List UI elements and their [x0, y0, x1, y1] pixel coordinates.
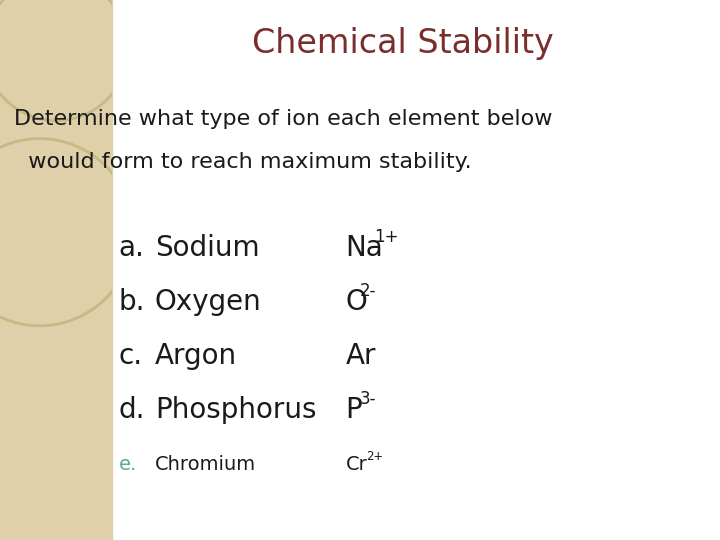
- Text: Cr: Cr: [346, 455, 367, 474]
- Text: Ar: Ar: [346, 342, 376, 370]
- Text: a.: a.: [119, 234, 145, 262]
- Text: 3-: 3-: [360, 390, 377, 408]
- Text: Na: Na: [346, 234, 383, 262]
- Text: Chemical Stability: Chemical Stability: [252, 26, 554, 60]
- Text: Chromium: Chromium: [155, 455, 256, 474]
- Text: Sodium: Sodium: [155, 234, 259, 262]
- Text: e.: e.: [119, 455, 137, 474]
- Text: Oxygen: Oxygen: [155, 288, 261, 316]
- Text: Determine what type of ion each element below: Determine what type of ion each element …: [14, 109, 553, 129]
- Text: 2+: 2+: [366, 450, 383, 463]
- Text: 2-: 2-: [360, 282, 377, 300]
- Text: Argon: Argon: [155, 342, 237, 370]
- Bar: [0, 0, 112, 540]
- Text: would form to reach maximum stability.: would form to reach maximum stability.: [14, 152, 472, 172]
- Text: O: O: [346, 288, 367, 316]
- Text: P: P: [346, 396, 362, 424]
- Text: d.: d.: [119, 396, 145, 424]
- Text: c.: c.: [119, 342, 143, 370]
- Text: Phosphorus: Phosphorus: [155, 396, 316, 424]
- Text: 1+: 1+: [374, 228, 399, 246]
- Text: b.: b.: [119, 288, 145, 316]
